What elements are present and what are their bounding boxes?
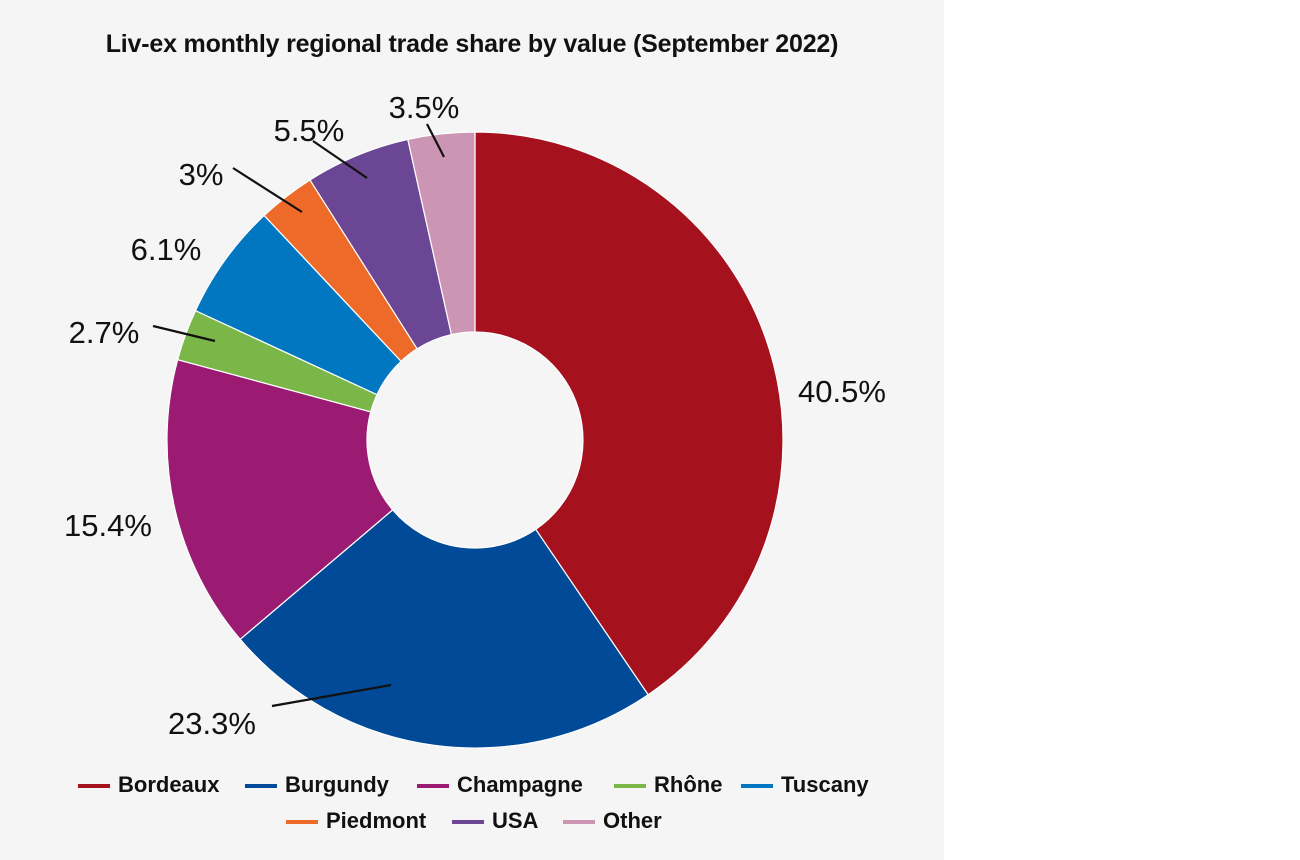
leader-line-usa bbox=[312, 140, 368, 179]
legend-label-tuscany: Tuscany bbox=[781, 772, 869, 797]
data-label-bordeaux: 40.5% bbox=[798, 374, 886, 409]
slice-burgundy bbox=[239, 509, 649, 749]
legend-label-piedmont: Piedmont bbox=[326, 808, 427, 833]
donut-chart: 40.5% 23.3% 15.4% 2.7% 6.1% 3% 5.5% 3.5% Bordea… bbox=[64, 90, 886, 833]
slice-bordeaux bbox=[474, 131, 784, 696]
legend-item-piedmont: Piedmont bbox=[286, 808, 427, 833]
chart-panel: Liv-ex monthly regional trade share by v… bbox=[64, 30, 886, 833]
data-label-usa: 5.5% bbox=[274, 113, 345, 148]
legend-item-bordeaux: Bordeaux bbox=[78, 772, 220, 797]
legend-label-bordeaux: Bordeaux bbox=[118, 772, 220, 797]
slice-champagne bbox=[166, 358, 394, 641]
data-label-piedmont: 3% bbox=[179, 157, 224, 192]
legend-label-other: Other bbox=[603, 808, 662, 833]
legend-label-usa: USA bbox=[492, 808, 539, 833]
leader-line-rhone bbox=[152, 324, 216, 343]
legend-item-burgundy: Burgundy bbox=[245, 772, 390, 797]
slices bbox=[166, 131, 784, 749]
leader-lines bbox=[152, 123, 445, 708]
legend: Bordeaux Burgundy Champagne Rhône Tuscany Pie… bbox=[78, 772, 869, 833]
legend-item-usa: USA bbox=[452, 808, 539, 833]
legend-item-rhone: Rhône bbox=[614, 772, 722, 797]
slice-other bbox=[407, 131, 476, 336]
data-label-other: 3.5% bbox=[389, 90, 460, 125]
data-label-tuscany: 6.1% bbox=[131, 232, 202, 267]
legend-label-burgundy: Burgundy bbox=[285, 772, 390, 797]
legend-item-tuscany: Tuscany bbox=[741, 772, 869, 797]
chart-title: Liv-ex monthly regional trade share by v… bbox=[105, 30, 839, 58]
data-labels: 40.5% 23.3% 15.4% 2.7% 6.1% 3% 5.5% 3.5% bbox=[64, 90, 886, 741]
leader-line-piedmont bbox=[232, 167, 303, 213]
leader-line-burgundy bbox=[271, 683, 392, 708]
data-label-burgundy: 23.3% bbox=[168, 706, 256, 741]
legend-item-other: Other bbox=[563, 808, 662, 833]
data-label-rhone: 2.7% bbox=[69, 315, 140, 350]
leader-line-other bbox=[426, 123, 445, 158]
legend-label-champagne: Champagne bbox=[457, 772, 583, 797]
legend-label-rhone: Rhône bbox=[654, 772, 722, 797]
data-label-champagne: 15.4% bbox=[64, 508, 152, 543]
legend-item-champagne: Champagne bbox=[417, 772, 583, 797]
